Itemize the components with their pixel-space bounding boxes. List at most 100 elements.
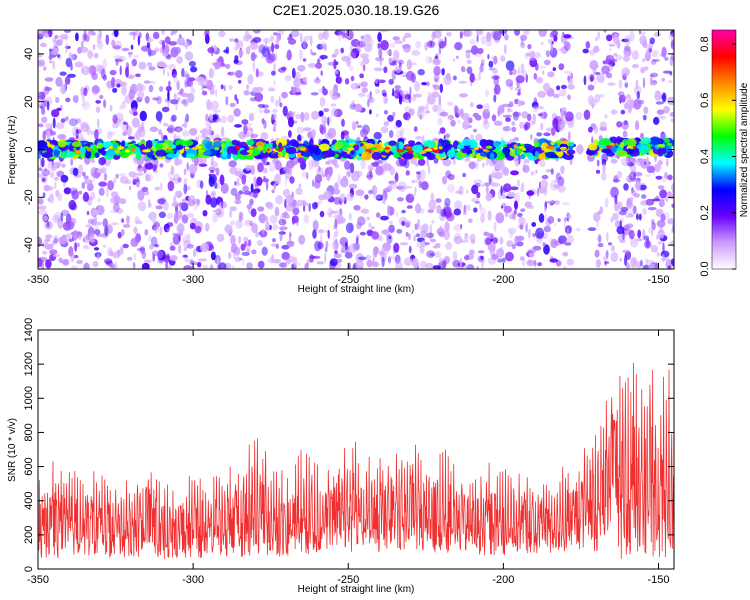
spectrogram-band-cell	[226, 146, 233, 155]
spectrogram-speckle	[169, 242, 175, 247]
spectrogram-speckle	[621, 67, 631, 77]
spectrogram-speckle	[325, 240, 329, 249]
spectrogram-speckle	[570, 72, 573, 80]
spectrogram-hotspot	[130, 148, 135, 152]
spectrogram-speckle	[599, 206, 604, 214]
spectrogram-speckle	[597, 31, 601, 40]
spectrogram-speckle	[303, 214, 310, 224]
spectrogram-speckle	[333, 188, 341, 195]
spectrogram-speckle	[257, 206, 265, 212]
spectrogram-speckle	[263, 175, 266, 180]
spectrogram-speckle	[428, 57, 433, 63]
spectrogram-speckle	[236, 177, 240, 185]
spectrogram-speckle	[493, 221, 497, 232]
spectrogram-speckle	[52, 117, 56, 129]
spectrogram-band-cell	[251, 148, 260, 157]
spectrogram-speckle	[62, 83, 67, 93]
spectrogram-speckle	[634, 171, 643, 177]
spectrogram-speckle	[367, 164, 375, 171]
spectrogram-speckle	[217, 262, 227, 269]
spectrogram-speckle	[563, 41, 571, 51]
spectrogram-speckle	[238, 236, 242, 244]
spectrogram-speckle	[604, 261, 610, 265]
spectrogram-speckle	[652, 58, 660, 62]
spectrogram-speckle	[528, 228, 531, 239]
spectrogram-speckle	[481, 183, 485, 188]
spectrogram-band-cell	[47, 147, 53, 155]
spectrogram-speckle	[560, 84, 567, 90]
spectrogram-speckle	[646, 45, 650, 56]
spectrogram-speckle	[399, 127, 405, 134]
spectrogram-speckle	[55, 76, 63, 87]
spectrogram-speckle	[279, 231, 283, 242]
spectrogram-speckle	[228, 251, 232, 259]
spectrogram-speckle	[629, 98, 635, 109]
spectrogram-speckle	[588, 126, 593, 133]
spectrogram-speckle	[262, 167, 268, 174]
spectrogram-x-tick-label: -250	[337, 274, 359, 286]
spectrogram-speckle	[314, 180, 321, 189]
spectrogram-speckle	[333, 196, 342, 205]
spectrogram-band-cell	[318, 143, 330, 152]
spectrogram-speckle	[319, 96, 326, 107]
spectrogram-speckle	[200, 242, 210, 253]
spectrogram-speckle	[242, 185, 249, 192]
spectrogram-band-cell	[538, 151, 546, 161]
spectrogram-speckle	[514, 192, 520, 204]
spectrogram-speckle	[467, 218, 473, 223]
spectrogram-speckle	[90, 158, 95, 164]
spectrogram-speckle	[589, 74, 595, 82]
spectrogram-speckle	[613, 175, 619, 183]
spectrogram-speckle	[374, 247, 378, 258]
spectrogram-speckle	[445, 133, 450, 139]
spectrogram-speckle	[212, 109, 222, 113]
spectrogram-speckle	[189, 222, 196, 230]
spectrogram-speckle	[272, 108, 278, 113]
spectrogram-speckle	[537, 262, 542, 267]
spectrogram-speckle	[52, 253, 61, 258]
spectrogram-speckle	[508, 101, 514, 108]
spectrogram-speckle	[147, 214, 152, 219]
spectrogram-speckle	[204, 30, 210, 36]
spectrogram-speckle	[593, 45, 600, 53]
spectrogram-speckle	[190, 66, 198, 73]
spectrogram-speckle	[137, 35, 141, 46]
spectrogram-speckle	[356, 40, 360, 47]
spectrogram-speckle	[466, 264, 475, 269]
spectrogram-speckle	[414, 186, 417, 195]
spectrogram-speckle	[190, 84, 194, 94]
spectrogram-speckle	[249, 221, 253, 226]
spectrogram-speckle	[516, 78, 520, 89]
spectrogram-band-cell	[446, 149, 456, 158]
spectrogram-speckle	[547, 216, 555, 224]
spectrogram-speckle	[404, 99, 409, 104]
spectrogram-speckle	[378, 48, 383, 56]
spectrogram-speckle	[670, 258, 674, 266]
spectrogram-speckle	[626, 162, 635, 167]
spectrogram-speckle	[359, 73, 364, 79]
spectrogram-speckle	[502, 257, 506, 263]
spectrogram-speckle	[426, 81, 430, 86]
spectrogram-speckle	[516, 92, 521, 96]
spectrogram-speckle	[383, 66, 388, 74]
spectrogram-speckle	[446, 31, 452, 37]
spectrogram-speckle	[311, 158, 317, 168]
spectrogram-speckle	[249, 198, 254, 206]
spectrogram-speckle	[147, 49, 157, 56]
spectrogram-speckle	[612, 212, 619, 221]
spectrogram-speckle	[366, 93, 372, 100]
spectrogram-band-cell	[352, 144, 360, 151]
spectrogram-band-cell	[38, 140, 48, 149]
spectrogram-speckle	[671, 38, 674, 49]
spectrogram-speckle	[188, 60, 196, 67]
spectrogram-speckle	[320, 233, 323, 244]
spectrogram-speckle	[122, 243, 129, 249]
spectrogram-speckle	[274, 206, 280, 217]
spectrogram-speckle	[400, 132, 403, 138]
spectrogram-band-cell	[106, 149, 116, 158]
spectrogram-speckle	[303, 201, 309, 207]
spectrogram-speckle	[536, 132, 543, 137]
spectrogram-speckle	[350, 39, 360, 47]
spectrogram-speckle	[38, 98, 42, 102]
spectrogram-speckle	[297, 134, 302, 143]
